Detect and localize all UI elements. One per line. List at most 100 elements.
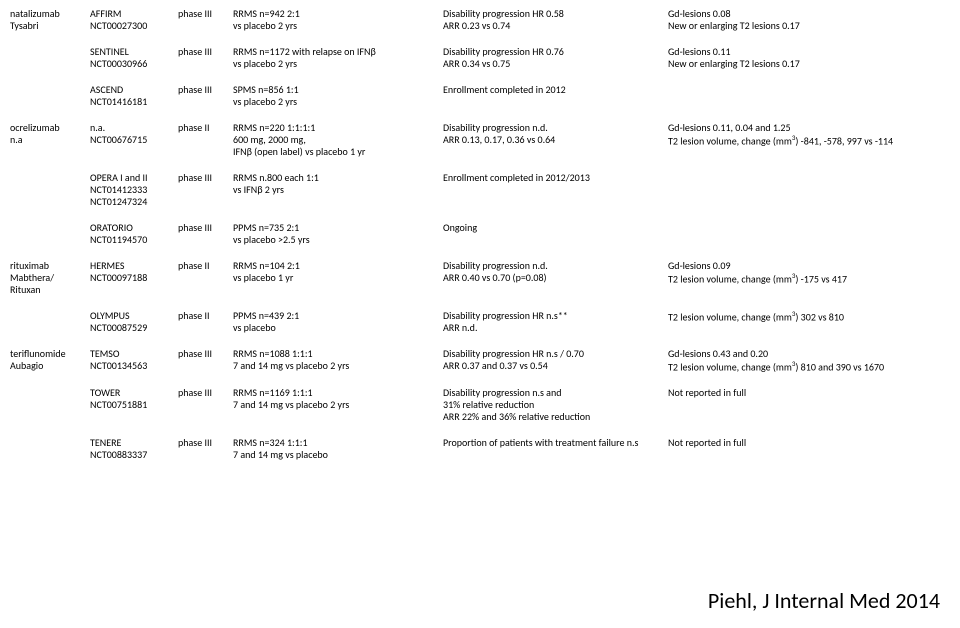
mri-outcome-line: T2 lesion volume, change (mm3) -841, -57…	[668, 134, 950, 147]
mri-outcome	[668, 172, 950, 186]
study-design-line: IFNβ (open label) vs placebo 1 yr	[233, 146, 443, 158]
drug-name-line: n.a	[10, 134, 90, 146]
study-design-line: 7 and 14 mg vs placebo	[233, 449, 443, 461]
table-row: TENERENCT00883337phase IIIRRMS n=324 1:1…	[10, 437, 950, 475]
drug-name	[10, 172, 90, 186]
drug-name-line: Aubagio	[10, 360, 90, 372]
clinical-endpoint-line: Proportion of patients with treatment fa…	[443, 437, 668, 449]
mri-outcome-line: Gd-lesions 0.11, 0.04 and 1.25	[668, 122, 950, 134]
clinical-endpoint-line: ARR 0.37 and 0.37 vs 0.54	[443, 360, 668, 372]
trial-id: n.a.NCT00676715	[90, 122, 178, 160]
mri-outcome: Gd-lesions 0.43 and 0.20T2 lesion volume…	[668, 348, 950, 387]
clinical-endpoint-line: Enrollment completed in 2012	[443, 84, 668, 96]
phase-line: phase III	[178, 84, 233, 96]
trial-id: AFFIRMNCT00027300	[90, 8, 178, 46]
table-row: SENTINELNCT00030966phase IIIRRMS n=1172 …	[10, 46, 950, 84]
phase: phase II	[178, 260, 233, 286]
study-design-line: vs placebo >2.5 yrs	[233, 234, 443, 246]
phase: phase III	[178, 437, 233, 463]
clinical-endpoint: Proportion of patients with treatment fa…	[443, 437, 668, 463]
clinical-endpoint-line: ARR 0.13, 0.17, 0.36 vs 0.64	[443, 134, 668, 146]
phase-line: phase III	[178, 8, 233, 20]
mri-outcome-line: Not reported in full	[668, 437, 950, 449]
study-design: RRMS n=324 1:1:17 and 14 mg vs placebo	[233, 437, 443, 475]
mri-outcome-line: Gd-lesions 0.43 and 0.20	[668, 348, 950, 360]
mri-outcome	[668, 222, 950, 236]
phase-line: phase II	[178, 310, 233, 322]
drug-name	[10, 46, 90, 60]
clinical-endpoint: Disability progression n.s and31% relati…	[443, 387, 668, 437]
clinical-endpoint: Enrollment completed in 2012	[443, 84, 668, 110]
clinical-endpoint: Disability progression HR n.s**ARR n.d.	[443, 310, 668, 348]
drug-name	[10, 387, 90, 401]
table-row: ORATORIONCT01194570phase IIIPPMS n=735 2…	[10, 222, 950, 260]
trial-id: ASCENDNCT01416181	[90, 84, 178, 122]
mri-outcome-line: New or enlarging T2 lesions 0.17	[668, 20, 950, 32]
trial-id: ORATORIONCT01194570	[90, 222, 178, 260]
phase: phase III	[178, 348, 233, 374]
clinical-endpoint: Disability progression HR 0.58ARR 0.23 v…	[443, 8, 668, 46]
drug-name	[10, 84, 90, 98]
drug-name: rituximabMabthera/Rituxan	[10, 260, 90, 310]
mri-outcome: Gd-lesions 0.09T2 lesion volume, change …	[668, 260, 950, 299]
clinical-endpoint-line: ARR 0.40 vs 0.70 (p=0.08)	[443, 272, 668, 284]
table-row: TOWERNCT00751881phase IIIRRMS n=1169 1:1…	[10, 387, 950, 437]
drug-name: ocrelizumabn.a	[10, 122, 90, 160]
trial-id-line: NCT01416181	[90, 96, 178, 108]
table-row: OLYMPUSNCT00087529phase IIPPMS n=439 2:1…	[10, 310, 950, 348]
drug-name: natalizumabTysabri	[10, 8, 90, 46]
study-design-line: vs placebo 2 yrs	[233, 58, 443, 70]
trial-id-line: NCT00087529	[90, 322, 178, 334]
trial-id: TOWERNCT00751881	[90, 387, 178, 425]
table-row: OPERA I and IINCT01412333NCT01247324phas…	[10, 172, 950, 222]
trial-id: SENTINELNCT00030966	[90, 46, 178, 84]
mri-outcome: Not reported in full	[668, 387, 950, 413]
study-design-line: vs IFNβ 2 yrs	[233, 184, 443, 196]
clinical-endpoint: Enrollment completed in 2012/2013	[443, 172, 668, 198]
mri-outcome: Gd-lesions 0.11, 0.04 and 1.25T2 lesion …	[668, 122, 950, 161]
clinical-endpoint-line: ARR 22% and 36% relative reduction	[443, 411, 668, 423]
phase-line: phase III	[178, 172, 233, 184]
study-design-line: 7 and 14 mg vs placebo 2 yrs	[233, 399, 443, 411]
mri-outcome	[668, 84, 950, 98]
study-design-line: vs placebo 2 yrs	[233, 96, 443, 108]
trial-id-line: NCT00883337	[90, 449, 178, 461]
mri-outcome: Gd-lesions 0.08New or enlarging T2 lesio…	[668, 8, 950, 46]
phase: phase II	[178, 310, 233, 336]
trial-id: HERMESNCT00097188	[90, 260, 178, 298]
study-design: RRMS n=104 2:1vs placebo 1 yr	[233, 260, 443, 298]
study-design-line: vs placebo 1 yr	[233, 272, 443, 284]
study-design: SPMS n=856 1:1vs placebo 2 yrs	[233, 84, 443, 122]
table-row: ocrelizumabn.an.a.NCT00676715phase IIRRM…	[10, 122, 950, 172]
phase: phase III	[178, 46, 233, 72]
mri-outcome-line: Not reported in full	[668, 387, 950, 399]
clinical-endpoint: Disability progression n.d.ARR 0.40 vs 0…	[443, 260, 668, 298]
mri-outcome-line: T2 lesion volume, change (mm3) 302 vs 81…	[668, 310, 950, 323]
table-row: ASCENDNCT01416181phase IIISPMS n=856 1:1…	[10, 84, 950, 122]
clinical-endpoint-line: ARR 0.23 vs 0.74	[443, 20, 668, 32]
mri-outcome-line: T2 lesion volume, change (mm3) 810 and 3…	[668, 360, 950, 373]
study-design: RRMS n.800 each 1:1 vs IFNβ 2 yrs	[233, 172, 443, 210]
citation: Piehl, J Internal Med 2014	[708, 587, 940, 614]
phase-line: phase III	[178, 348, 233, 360]
table-row: rituximabMabthera/RituxanHERMESNCT000971…	[10, 260, 950, 310]
clinical-endpoint-line: ARR n.d.	[443, 322, 668, 334]
phase-line: phase III	[178, 437, 233, 449]
phase-line: phase III	[178, 387, 233, 399]
phase: phase III	[178, 8, 233, 34]
mri-outcome: Not reported in full	[668, 437, 950, 463]
trial-id-line: NCT00027300	[90, 20, 178, 32]
trial-id: OLYMPUSNCT00087529	[90, 310, 178, 348]
table-row: natalizumabTysabriAFFIRMNCT00027300phase…	[10, 8, 950, 46]
phase-line: phase II	[178, 260, 233, 272]
trial-id: TENERENCT00883337	[90, 437, 178, 475]
drug-name	[10, 437, 90, 451]
phase: phase III	[178, 387, 233, 413]
clinical-endpoint: Disability progression HR 0.76ARR 0.34 v…	[443, 46, 668, 84]
study-design: PPMS n=439 2:1vs placebo	[233, 310, 443, 348]
trial-id-line: NCT00030966	[90, 58, 178, 70]
trial-id: TEMSONCT00134563	[90, 348, 178, 386]
trial-id-line: NCT01194570	[90, 234, 178, 246]
study-design: RRMS n=1172 with relapse on IFNβvs place…	[233, 46, 443, 84]
clinical-endpoint: Disability progression HR n.s / 0.70ARR …	[443, 348, 668, 386]
